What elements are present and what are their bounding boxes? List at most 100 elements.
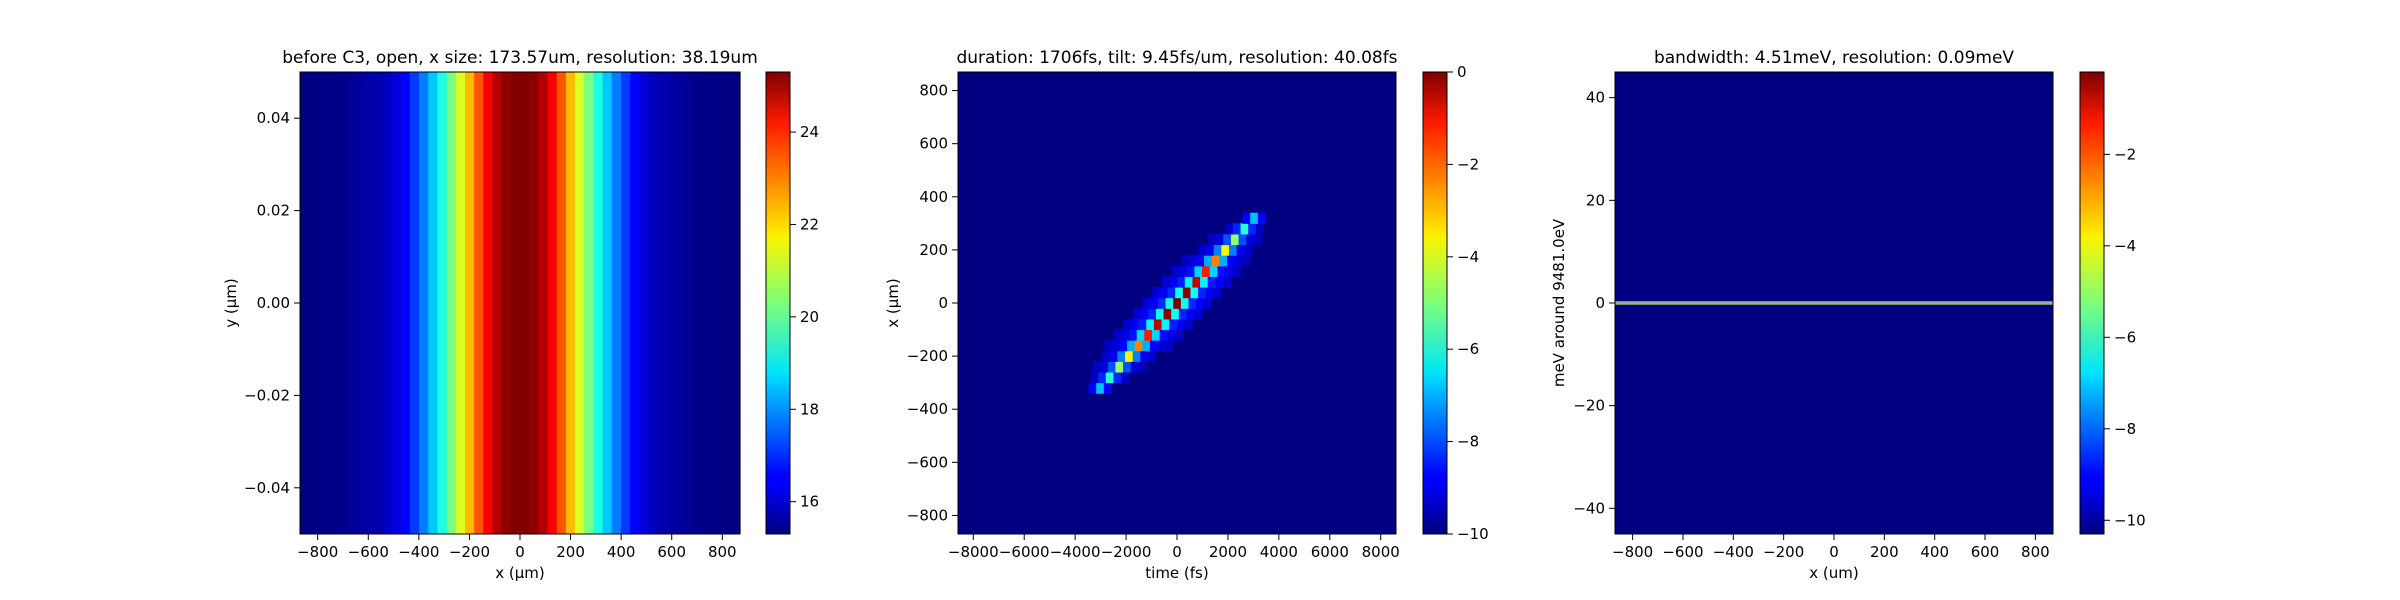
x-axis: −8000 −6000 −4000 −2000 0 2000 4000 6000 8000: [948, 534, 1400, 561]
x-tick-label: 0: [1172, 543, 1182, 561]
x-tick-label: −200: [1763, 543, 1804, 561]
heatmap-cell: [1100, 361, 1109, 373]
heatmap-cell: [1215, 276, 1224, 288]
heatmap-cell: [1115, 361, 1124, 373]
heatmap-cell: [1155, 308, 1165, 320]
x-tick-label: −600: [1662, 543, 1703, 561]
x-tick-label: −6000: [999, 543, 1050, 561]
heatmap-band: [336, 72, 347, 534]
x-tick-label: −2000: [1101, 543, 1152, 561]
heatmap-band: [400, 72, 411, 534]
x-tick-label: −8000: [948, 543, 999, 561]
heatmap-cell: [1167, 329, 1176, 341]
heatmap-cell: [1211, 255, 1220, 267]
colorbar-axis: −10 −8 −6 −4 −2 0: [1447, 63, 1489, 543]
heatmap-band: [455, 72, 466, 534]
colorbar-tick-label: 22: [800, 215, 819, 233]
colorbar-tick-label: −10: [2114, 511, 2146, 529]
heatmap-band: [474, 72, 484, 534]
colorbar-tick-label: 16: [800, 493, 819, 511]
heatmap-band: [611, 72, 622, 534]
heatmap-cell: [1138, 318, 1147, 331]
heatmap-cell: [1253, 233, 1262, 246]
x-axis-label: time (fs): [1145, 564, 1208, 582]
heatmap-cell: [1217, 265, 1226, 277]
heatmap-band: [309, 72, 319, 534]
heatmap-cell: [1230, 233, 1240, 246]
heatmap-cell: [1180, 297, 1189, 309]
heatmap-cell: [1198, 244, 1207, 256]
heatmap-cell: [1250, 212, 1259, 224]
y-axis-label: y (μm): [222, 278, 240, 328]
heatmap-cell: [1224, 265, 1234, 277]
heatmap-cell: [1223, 233, 1232, 246]
heatmap-band: [300, 72, 310, 534]
spectrum-panel: bandwidth: 4.51meV, resolution: 0.09meV …: [1550, 48, 2146, 582]
heatmap-band: [492, 72, 503, 534]
heatmap-cell: [1240, 223, 1249, 235]
heatmap-cell: [1148, 308, 1157, 320]
heatmap-cell: [1113, 329, 1122, 341]
heatmap-cell: [1167, 287, 1176, 299]
heatmap-cell: [1171, 265, 1180, 277]
heatmap-cell: [1200, 276, 1209, 288]
heatmap-band: [437, 72, 448, 534]
heatmap-cell: [1205, 287, 1214, 299]
y-tick-label: −0.02: [244, 386, 290, 404]
y-tick-label: 0: [938, 294, 948, 312]
heatmap-band: [712, 72, 723, 534]
heatmap-band: [657, 72, 668, 534]
heatmap-cell: [1238, 233, 1247, 246]
colorbar-tick-label: 0: [1457, 63, 1467, 81]
heatmap-cell: [1188, 255, 1197, 267]
beam-profile-heatmap: [300, 72, 741, 534]
heatmap-cell: [1178, 308, 1187, 320]
heatmap-band: [529, 72, 539, 534]
x-tick-label: −400: [398, 543, 439, 561]
heatmap-cell: [1140, 308, 1149, 320]
heatmap-cell: [1161, 276, 1171, 288]
x-axis: −800 −600 −400 −200 0 200 400 600 800: [297, 534, 737, 561]
colorbar-axis: 16 18 20 22 24: [790, 123, 819, 511]
x-axis: −800 −600 −400 −200 0 200 400 600 800: [1612, 534, 2050, 561]
x-tick-label: 4000: [1260, 543, 1298, 561]
heatmap-cell: [1165, 340, 1174, 352]
colorbar-axis: −10 −8 −6 −4 −2: [2104, 145, 2146, 529]
heatmap-cell: [1149, 340, 1159, 352]
x-axis-label: x (μm): [495, 564, 545, 582]
y-axis-label: meV around 9481.0eV: [1550, 218, 1568, 387]
y-tick-label: −800: [907, 506, 948, 524]
x-tick-label: −200: [449, 543, 490, 561]
y-tick-label: −40: [1573, 499, 1605, 517]
colorbar-tick-label: −6: [1457, 340, 1479, 358]
heatmap-cell: [1102, 350, 1111, 362]
x-tick-label: 2000: [1209, 543, 1247, 561]
heatmap-cell: [1131, 318, 1140, 331]
spectrum-heatmap: [1615, 72, 2053, 534]
heatmap-cell: [1107, 361, 1116, 373]
heatmap-band: [593, 72, 604, 534]
heatmap-cell: [1194, 308, 1203, 320]
y-tick-label: −200: [907, 347, 948, 365]
heatmap-band: [730, 72, 741, 534]
heatmap-cell: [1123, 318, 1132, 331]
heatmap-band: [318, 72, 329, 534]
heatmap-cell: [1090, 372, 1099, 384]
y-tick-label: 200: [919, 241, 948, 259]
colorbar: [765, 71, 791, 535]
heatmap-cell: [1222, 276, 1232, 288]
heatmap-cell: [1215, 233, 1224, 246]
heatmap-cell: [1140, 350, 1149, 362]
heatmap-cell: [1169, 276, 1178, 288]
heatmap-band: [666, 72, 677, 534]
heatmap-cell: [1096, 382, 1105, 394]
y-axis: −800 −600 −400 −200 0 200 400 600 800: [907, 82, 958, 524]
heatmap-cell: [1171, 308, 1180, 320]
heatmap-cell: [1219, 255, 1228, 267]
heatmap-cell: [1105, 372, 1114, 384]
x-tick-label: −400: [1713, 543, 1754, 561]
colorbar: [1422, 71, 1448, 535]
heatmap-band: [419, 72, 429, 534]
heatmap-cell: [1175, 287, 1184, 299]
